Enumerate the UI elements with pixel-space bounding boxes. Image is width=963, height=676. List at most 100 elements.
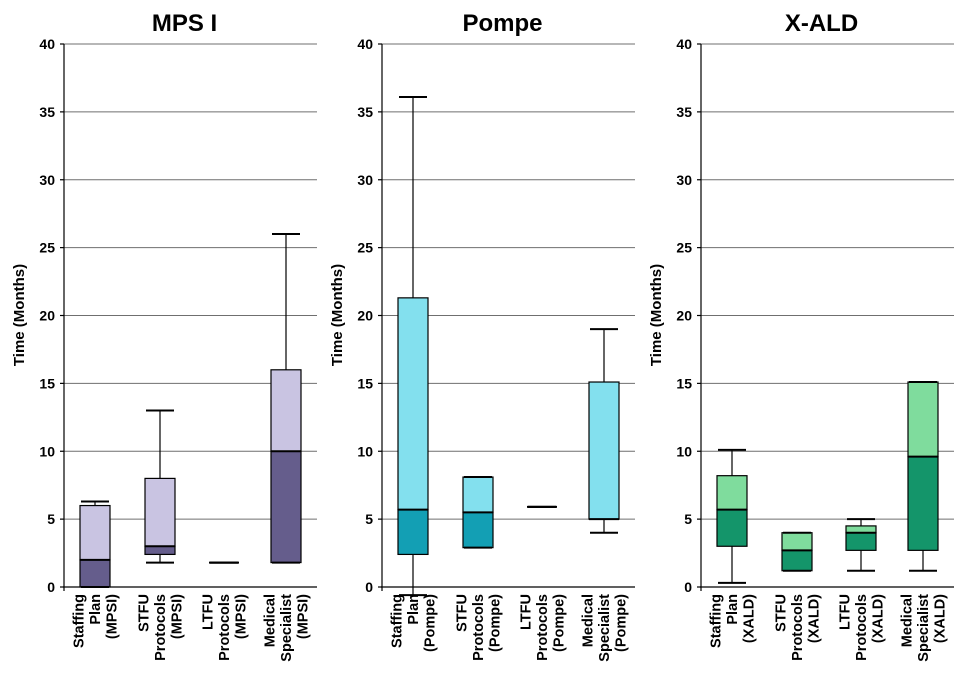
x-category-label: (Pompe): [552, 594, 568, 652]
box-upper-segment: [398, 298, 428, 510]
box-1: [80, 501, 110, 587]
y-tick-label: 25: [357, 240, 373, 256]
box-upper-segment: [271, 370, 301, 451]
x-category-label: STFU: [455, 594, 471, 632]
box-lower-segment: [398, 510, 428, 555]
chart-panel-1: 0 5 10 15 20 25 30 35 40 MPS I Time (Months) Staffi…: [11, 10, 317, 662]
box-lower-segment: [80, 560, 110, 587]
y-tick-label: 20: [357, 308, 373, 324]
x-category-label: Staffing: [709, 594, 725, 648]
x-category-label: STFU: [137, 594, 153, 632]
x-category-label: Protocols: [153, 594, 169, 661]
y-tick-label: 10: [676, 443, 692, 459]
x-category-label: Protocols: [217, 594, 233, 661]
x-category-label: Medical: [581, 594, 597, 647]
x-category-label: STFU: [774, 594, 790, 632]
chart-panel-2: 0 5 10 15 20 25 30 35 40 Pompe Time (Months) Staffi…: [329, 10, 635, 662]
x-category-label: (XALD): [807, 594, 823, 643]
x-category-label: (Pompe): [488, 594, 504, 652]
box-2: [145, 411, 175, 563]
y-tick-label: 0: [684, 579, 692, 595]
x-category-label: LTFU: [838, 594, 854, 630]
box-2: [782, 533, 812, 571]
box-2: [463, 477, 493, 548]
y-tick-label: 40: [39, 36, 55, 52]
chart-title: MPS I: [152, 10, 217, 37]
x-category-label: Specialist: [597, 594, 613, 662]
x-category-label: Plan: [88, 594, 104, 625]
y-axis-label: Time (Months): [329, 264, 346, 366]
x-category-label: LTFU: [519, 594, 535, 630]
y-tick-label: 0: [47, 579, 55, 595]
x-category-label: Specialist: [916, 594, 932, 662]
y-tick-label: 5: [47, 511, 55, 527]
x-category-label: (Pompe): [614, 594, 630, 652]
x-category-label: (MPSI): [170, 594, 186, 639]
y-tick-label: 5: [684, 511, 692, 527]
x-category-label: (MPSI): [234, 594, 250, 639]
x-category-label: LTFU: [201, 594, 217, 630]
y-tick-label: 20: [39, 308, 55, 324]
y-tick-label: 35: [39, 104, 55, 120]
x-category-label: (Pompe): [423, 594, 439, 652]
box-lower-segment: [463, 512, 493, 547]
box-upper-segment: [589, 382, 619, 519]
x-category-label: Protocols: [854, 594, 870, 661]
box-upper-segment: [717, 476, 747, 510]
box-upper-segment: [908, 382, 938, 457]
x-category-label: (XALD): [871, 594, 887, 643]
y-tick-label: 40: [357, 36, 373, 52]
y-tick-label: 15: [39, 375, 55, 391]
chart-title: X-ALD: [785, 10, 858, 37]
box-lower-segment: [846, 533, 876, 551]
x-category-label: Plan: [406, 594, 422, 625]
box-1: [717, 450, 747, 583]
x-category-label: (XALD): [742, 594, 758, 643]
chart-title: Pompe: [462, 10, 542, 37]
y-tick-label: 10: [39, 443, 55, 459]
y-tick-label: 5: [365, 511, 373, 527]
y-tick-label: 35: [357, 104, 373, 120]
x-category-label: Plan: [725, 594, 741, 625]
x-category-label: Medical: [900, 594, 916, 647]
box-4: [589, 329, 619, 533]
box-upper-segment: [782, 533, 812, 551]
y-tick-label: 30: [39, 172, 55, 188]
y-tick-label: 15: [676, 375, 692, 391]
box-lower-segment: [145, 546, 175, 554]
y-tick-label: 25: [39, 240, 55, 256]
box-upper-segment: [80, 506, 110, 560]
box-3: [846, 519, 876, 571]
box-upper-segment: [145, 478, 175, 546]
y-tick-label: 30: [357, 172, 373, 188]
x-category-label: Protocols: [790, 594, 806, 661]
y-axis-label: Time (Months): [11, 264, 28, 366]
y-tick-label: 0: [365, 579, 373, 595]
y-tick-label: 25: [676, 240, 692, 256]
x-category-label: Medical: [263, 594, 279, 647]
box-upper-segment: [846, 526, 876, 533]
box-4: [908, 382, 938, 571]
x-category-label: (XALD): [933, 594, 949, 643]
box-lower-segment: [271, 451, 301, 562]
box-lower-segment: [782, 550, 812, 570]
box-upper-segment: [463, 477, 493, 512]
y-axis-label: Time (Months): [648, 264, 665, 366]
x-category-label: Staffing: [72, 594, 88, 648]
x-category-label: Staffing: [390, 594, 406, 648]
box-4: [271, 234, 301, 563]
y-tick-label: 35: [676, 104, 692, 120]
box-1: [398, 97, 428, 595]
x-category-label: Specialist: [279, 594, 295, 662]
box-lower-segment: [908, 457, 938, 551]
y-tick-label: 30: [676, 172, 692, 188]
y-tick-label: 40: [676, 36, 692, 52]
x-category-label: (MPSI): [296, 594, 312, 639]
chart-panel-3: 0 5 10 15 20 25 30 35 40 X-ALD Time (Months) Staffi…: [648, 10, 954, 662]
x-category-label: (MPSI): [105, 594, 121, 639]
box-lower-segment: [717, 510, 747, 547]
y-tick-label: 20: [676, 308, 692, 324]
x-category-label: Protocols: [535, 594, 551, 661]
y-tick-label: 15: [357, 375, 373, 391]
